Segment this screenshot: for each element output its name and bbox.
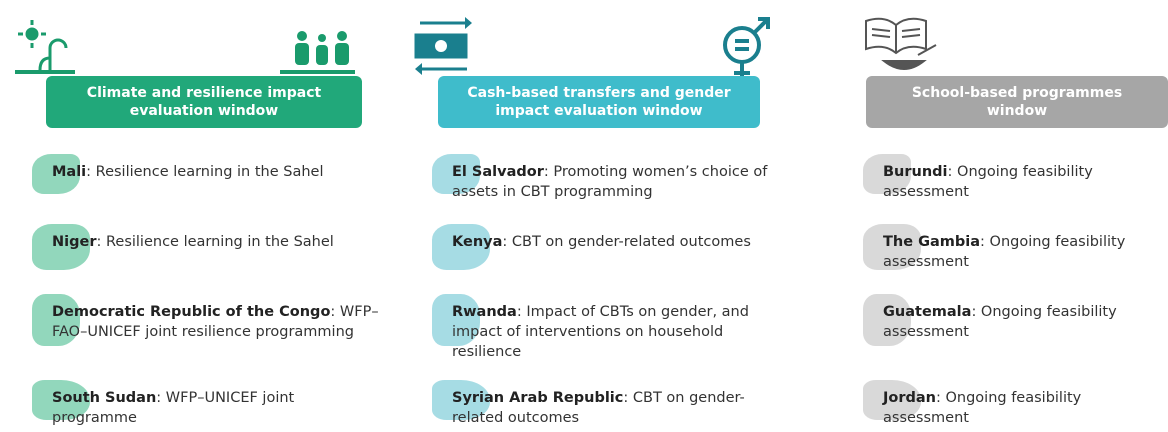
country-shape bbox=[32, 380, 90, 420]
description: : Ongoing feasibility assessment bbox=[883, 390, 1082, 426]
country-shape bbox=[432, 224, 490, 270]
description: : Ongoing feasibility assessment bbox=[883, 304, 1117, 340]
country-shape bbox=[863, 224, 921, 270]
item-text: Burundi: Ongoing feasibility assessment bbox=[883, 164, 1093, 200]
country-name: Mali bbox=[52, 164, 87, 180]
country-shape bbox=[432, 294, 480, 346]
country-name: Guatemala bbox=[883, 304, 972, 320]
description: : Promoting women’s choice of assets in … bbox=[452, 164, 768, 200]
country-name: Jordan bbox=[883, 390, 936, 406]
country-shape bbox=[432, 154, 480, 194]
country-shape bbox=[432, 380, 490, 420]
item-text: Syrian Arab Republic: CBT on gender-rela… bbox=[452, 390, 745, 426]
country-name: Democratic Republic of the Congo bbox=[52, 304, 331, 320]
item-text: Guatemala: Ongoing feasibility assessmen… bbox=[883, 304, 1117, 340]
item-text: Mali: Resilience learning in the Sahel bbox=[52, 164, 323, 180]
description: : Resilience learning in the Sahel bbox=[86, 164, 324, 180]
climate-icons bbox=[15, 20, 355, 74]
list-item: The Gambia: Ongoing feasibility assessme… bbox=[883, 232, 1168, 272]
country-name: The Gambia bbox=[883, 234, 981, 250]
item-text: Democratic Republic of the Congo: WFP–FA… bbox=[52, 304, 379, 340]
list-item: Kenya: CBT on gender-related outcomes bbox=[452, 232, 782, 252]
description: : WFP–UNICEF joint programme bbox=[52, 390, 295, 426]
description: : CBT on gender-related outcomes bbox=[502, 234, 751, 250]
country-name: Burundi bbox=[883, 164, 948, 180]
cash-gender-icons bbox=[414, 17, 770, 81]
description: : Resilience learning in the Sahel bbox=[96, 234, 334, 250]
description: : Impact of CBTs on gender, and impact o… bbox=[452, 304, 749, 360]
country-name: Kenya bbox=[452, 234, 503, 250]
list-item: Democratic Republic of the Congo: WFP–FA… bbox=[52, 302, 382, 342]
header: Cash-based transfers and gender impact e… bbox=[438, 76, 760, 128]
item-text: Niger: Resilience learning in the Sahel bbox=[52, 234, 334, 250]
country-name: Syrian Arab Republic bbox=[452, 390, 624, 406]
list-item: Syrian Arab Republic: CBT on gender-rela… bbox=[452, 388, 782, 428]
country-shape bbox=[32, 154, 80, 194]
list-item: El Salvador: Promoting women’s choice of… bbox=[452, 162, 782, 202]
header: Climate and resilience impact evaluation… bbox=[46, 76, 362, 128]
item-text: Jordan: Ongoing feasibility assessment bbox=[883, 390, 1081, 426]
list-item: Burundi: Ongoing feasibility assessment bbox=[883, 162, 1168, 202]
country-shape bbox=[863, 380, 921, 420]
item-text: El Salvador: Promoting women’s choice of… bbox=[452, 164, 767, 200]
item-text: Kenya: CBT on gender-related outcomes bbox=[452, 234, 751, 250]
country-name: El Salvador bbox=[452, 164, 544, 180]
list-item: Rwanda: Impact of CBTs on gender, and im… bbox=[452, 302, 782, 362]
item-text: South Sudan: WFP–UNICEF joint programme bbox=[52, 390, 294, 426]
item-text: Rwanda: Impact of CBTs on gender, and im… bbox=[452, 304, 749, 360]
country-shape bbox=[32, 294, 80, 346]
header: School-based programmes window bbox=[866, 76, 1168, 128]
description: : Ongoing feasibility assessment bbox=[883, 164, 1093, 200]
list-item: Guatemala: Ongoing feasibility assessmen… bbox=[883, 302, 1168, 342]
country-shape bbox=[863, 294, 911, 346]
country-name: South Sudan bbox=[52, 390, 157, 406]
country-shape bbox=[32, 224, 90, 270]
list-item: Jordan: Ongoing feasibility assessment bbox=[883, 388, 1168, 428]
item-text: The Gambia: Ongoing feasibility assessme… bbox=[883, 234, 1125, 270]
country-name: Rwanda bbox=[452, 304, 517, 320]
description: : Ongoing feasibility assessment bbox=[883, 234, 1126, 270]
list-item: South Sudan: WFP–UNICEF joint programme bbox=[52, 388, 382, 428]
country-name: Niger bbox=[52, 234, 97, 250]
list-item: Niger: Resilience learning in the Sahel bbox=[52, 232, 382, 252]
country-shape bbox=[863, 154, 911, 194]
description: : WFP–FAO–UNICEF joint resilience progra… bbox=[52, 304, 379, 340]
list-item: Mali: Resilience learning in the Sahel bbox=[52, 162, 382, 182]
school-icon bbox=[865, 17, 937, 70]
description: : CBT on gender-related outcomes bbox=[452, 390, 745, 426]
